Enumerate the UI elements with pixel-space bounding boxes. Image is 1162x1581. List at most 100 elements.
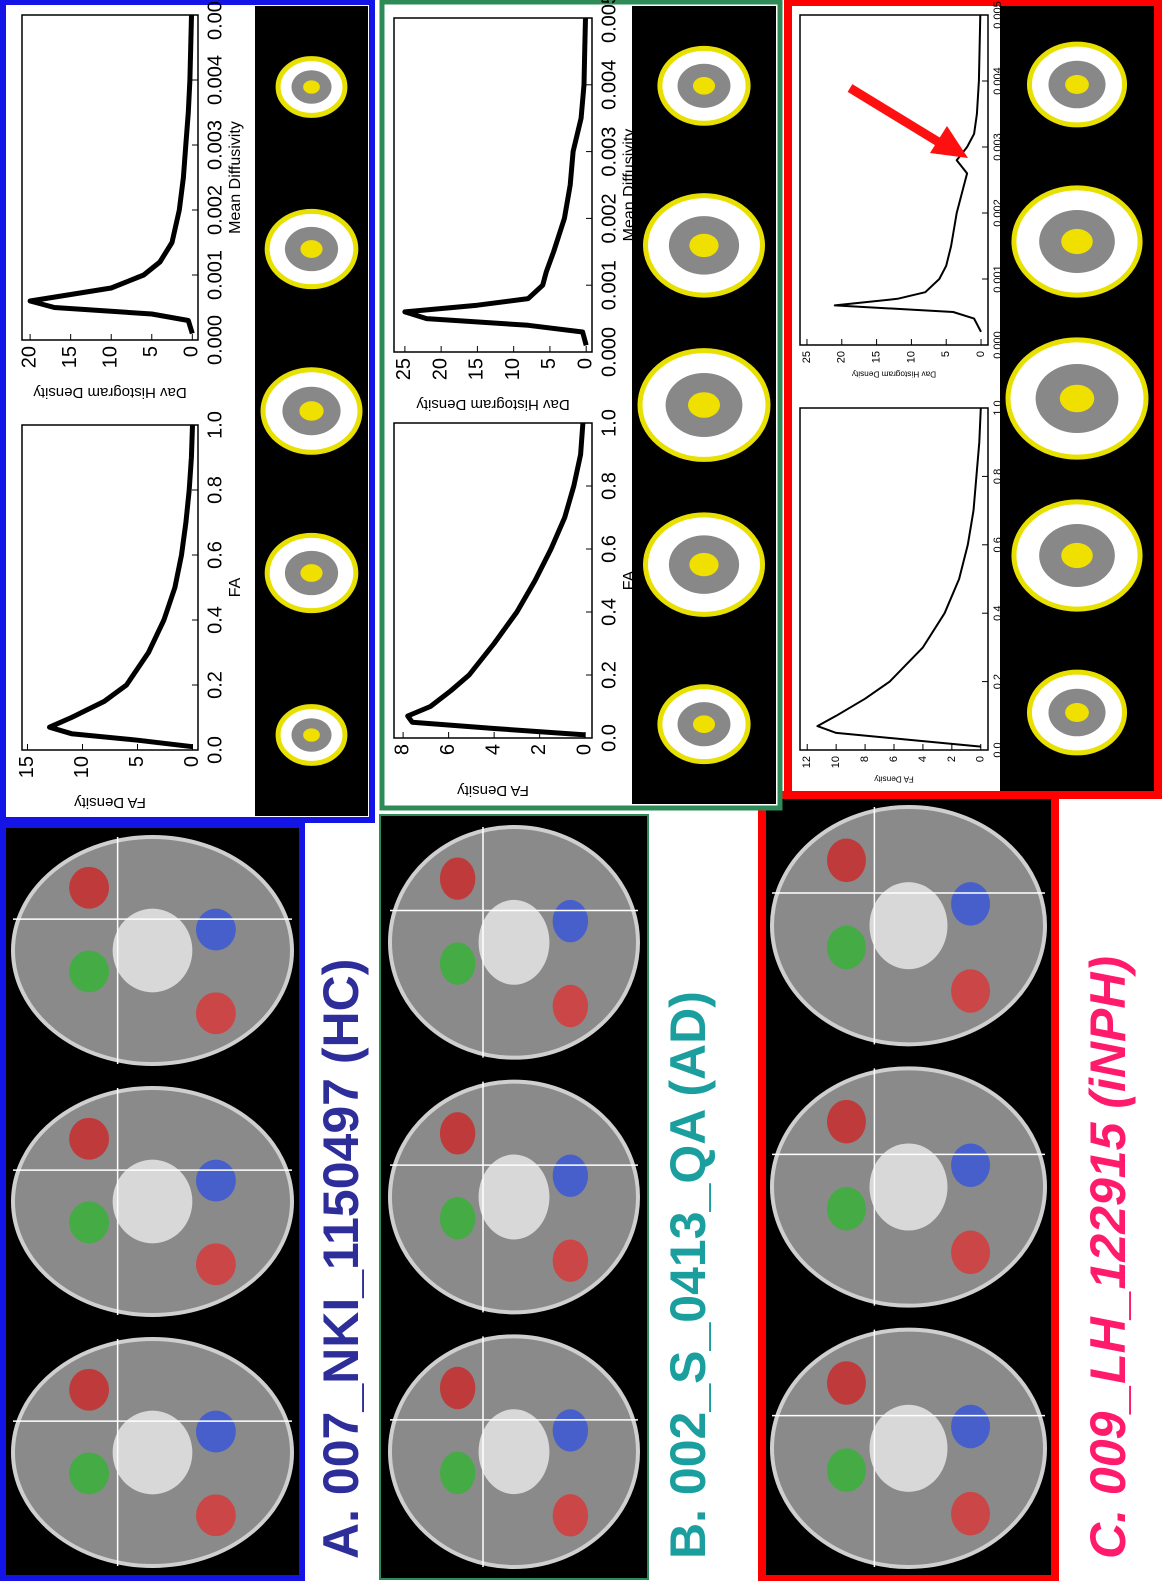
x-tick-label: 0.003 bbox=[598, 127, 620, 177]
y-tick-label: 5 bbox=[940, 351, 952, 357]
x-tick-label: 0.4 bbox=[204, 606, 226, 634]
x-tick-label: 0.0 bbox=[992, 742, 1004, 757]
y-axis-title: Dav Histogram Density bbox=[33, 384, 187, 401]
tract bbox=[440, 1367, 475, 1409]
x-axis-title: FA bbox=[1003, 573, 1013, 584]
x-tick-label: 0.003 bbox=[992, 133, 1004, 161]
y-tick-label: 25 bbox=[801, 351, 813, 363]
tract bbox=[827, 926, 866, 970]
y-tick-label: 0 bbox=[574, 358, 596, 369]
x-tick-label: 0.8 bbox=[598, 472, 620, 500]
x-axis-title: Mean Diffusivity bbox=[621, 129, 638, 242]
slice-csf bbox=[299, 401, 323, 420]
slice-csf bbox=[300, 240, 322, 258]
rotated-figure: A. 007_NKI_1150497 (HC)B. 002_S_0413_QA … bbox=[3, 0, 1158, 1579]
ventricle bbox=[113, 1411, 193, 1495]
slice-csf bbox=[1061, 543, 1093, 568]
y-tick-label: 5 bbox=[538, 358, 560, 369]
y-tick-label: 15 bbox=[59, 346, 81, 368]
ventricle bbox=[870, 882, 948, 969]
tract bbox=[951, 882, 990, 926]
figure: A. 007_NKI_1150497 (HC)B. 002_S_0413_QA … bbox=[0, 0, 1162, 1581]
slice-csf bbox=[689, 553, 718, 576]
x-tick-label: 0.4 bbox=[992, 606, 1004, 621]
x-tick-label: 0.002 bbox=[204, 185, 226, 235]
ventricle bbox=[479, 1409, 550, 1494]
y-tick-label: 12 bbox=[801, 756, 813, 768]
tract bbox=[827, 1448, 866, 1492]
x-tick-label: 0.005 bbox=[204, 0, 226, 40]
y-tick-label: 8 bbox=[859, 756, 871, 762]
x-axis-title: Mean Diffusivity bbox=[1003, 148, 1013, 211]
slice-csf bbox=[303, 80, 320, 93]
y-tick-label: 10 bbox=[99, 346, 121, 368]
x-tick-label: 0.2 bbox=[204, 671, 226, 699]
x-tick-label: 1.0 bbox=[992, 400, 1004, 415]
slice-csf bbox=[693, 77, 715, 95]
tract bbox=[951, 1405, 990, 1449]
y-axis-title: FA Density bbox=[457, 782, 529, 799]
y-tick-label: 20 bbox=[18, 346, 40, 368]
ventricle bbox=[113, 909, 193, 993]
ventricle bbox=[870, 1143, 948, 1230]
tract bbox=[69, 951, 109, 993]
x-tick-label: 0.005 bbox=[598, 0, 620, 43]
y-tick-label: 25 bbox=[393, 358, 415, 380]
x-tick-label: 0.001 bbox=[204, 250, 226, 300]
slice-csf bbox=[1065, 75, 1089, 94]
tract bbox=[827, 1361, 866, 1405]
x-tick-label: 0.000 bbox=[598, 327, 620, 377]
ventricle bbox=[479, 900, 550, 985]
y-tick-label: 5 bbox=[140, 346, 162, 357]
tract bbox=[196, 992, 236, 1034]
tract bbox=[553, 1155, 588, 1197]
y-axis-title: FA Density bbox=[873, 774, 913, 783]
tract bbox=[440, 1112, 475, 1154]
tract bbox=[440, 1452, 475, 1494]
tract bbox=[553, 1239, 588, 1281]
tract bbox=[827, 839, 866, 883]
x-tick-label: 0.004 bbox=[204, 55, 226, 105]
x-tick-label: 0.8 bbox=[204, 476, 226, 504]
ventricle bbox=[479, 1155, 550, 1240]
y-tick-label: 20 bbox=[836, 351, 848, 363]
tract bbox=[951, 1231, 990, 1275]
x-tick-label: 0.6 bbox=[598, 535, 620, 563]
y-tick-label: 4 bbox=[917, 756, 929, 762]
slice-csf bbox=[689, 234, 718, 257]
y-tick-label: 0 bbox=[573, 744, 595, 755]
y-tick-label: 6 bbox=[888, 756, 900, 762]
tract bbox=[553, 1494, 588, 1536]
y-tick-label: 10 bbox=[502, 358, 524, 380]
y-tick-label: 15 bbox=[870, 351, 882, 363]
tract bbox=[553, 1409, 588, 1451]
tract bbox=[196, 909, 236, 951]
y-tick-label: 6 bbox=[437, 744, 459, 755]
slice-csf bbox=[1060, 385, 1095, 413]
tract bbox=[69, 1118, 109, 1160]
tract bbox=[69, 867, 109, 909]
y-tick-label: 10 bbox=[71, 756, 93, 778]
slice-csf bbox=[1065, 703, 1089, 722]
x-tick-label: 0.0 bbox=[204, 736, 226, 764]
tract bbox=[196, 1160, 236, 1202]
tract bbox=[440, 1197, 475, 1239]
y-tick-label: 10 bbox=[905, 351, 917, 363]
x-tick-label: 0.000 bbox=[204, 315, 226, 365]
y-axis-title: Dav Histogram Density bbox=[851, 369, 936, 378]
slice-csf bbox=[688, 392, 720, 418]
x-tick-label: 0.004 bbox=[598, 60, 620, 110]
x-tick-label: 1.0 bbox=[598, 409, 620, 437]
x-tick-label: 0.002 bbox=[992, 199, 1004, 227]
y-tick-label: 2 bbox=[946, 756, 958, 762]
ventricle bbox=[870, 1405, 948, 1492]
tract bbox=[69, 1202, 109, 1244]
x-tick-label: 0.2 bbox=[992, 674, 1004, 689]
y-tick-label: 20 bbox=[429, 358, 451, 380]
tract bbox=[440, 942, 475, 984]
tract bbox=[440, 857, 475, 899]
tract bbox=[827, 1100, 866, 1144]
tract bbox=[553, 900, 588, 942]
x-tick-label: 1.0 bbox=[204, 411, 226, 439]
tract bbox=[196, 1411, 236, 1453]
